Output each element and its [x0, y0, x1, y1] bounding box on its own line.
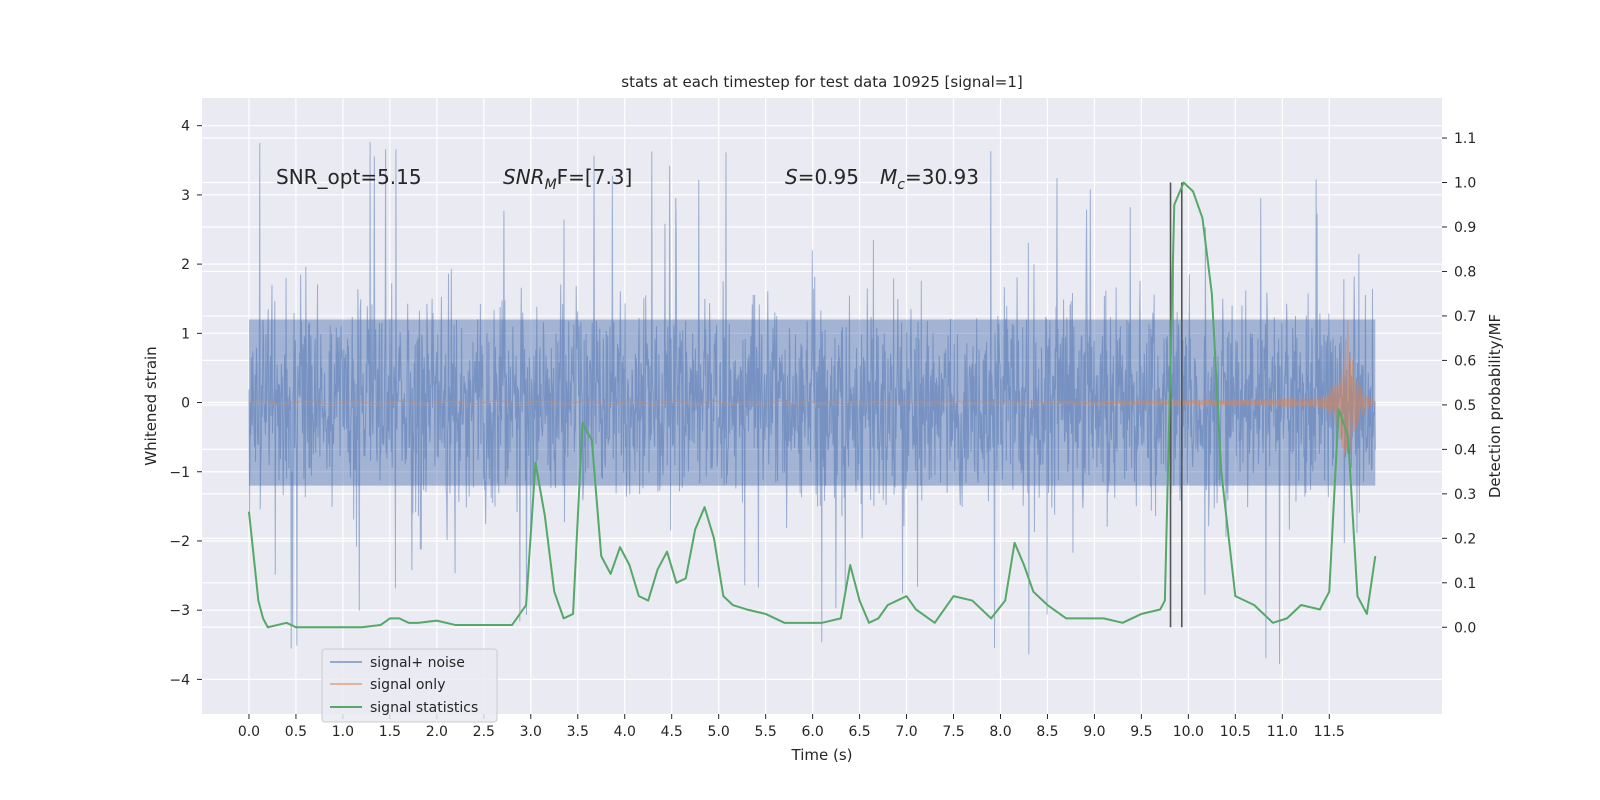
- mc-annotation: Mc=30.93: [880, 165, 979, 193]
- x-tick-label: 11.0: [1267, 724, 1298, 740]
- x-tick-label: 10.0: [1173, 724, 1204, 740]
- x-tick-label: 4.0: [614, 724, 636, 740]
- legend-box: [321, 648, 498, 723]
- x-tick-label: 3.0: [520, 724, 542, 740]
- x-tick-label: 7.5: [942, 724, 964, 740]
- y-left-tick-label: −4: [169, 672, 190, 688]
- y-right-tick-label: 0.4: [1454, 442, 1476, 458]
- s-symbol: S: [785, 165, 798, 189]
- y-left-tick-label: −3: [169, 603, 190, 619]
- x-tick-label: 2.0: [426, 724, 448, 740]
- x-axis-label: Time (s): [791, 746, 853, 764]
- y-left-tick-label: 3: [181, 188, 190, 204]
- noise-trace: [248, 141, 1376, 664]
- snr-mf-annotation: SNRMF=[7.3]: [503, 165, 632, 193]
- x-tick-label: 1.5: [379, 724, 401, 740]
- y-right-tick-label: 0.6: [1454, 353, 1476, 369]
- legend-label-signal: signal only: [370, 677, 445, 693]
- mc-value: =30.93: [905, 165, 979, 189]
- snr-mf-rest: F=[7.3]: [557, 165, 633, 189]
- y-right-tick-label: 0.3: [1454, 487, 1476, 503]
- snr-mf-main: SNR: [503, 165, 545, 189]
- legend-label-noise: signal+ noise: [370, 655, 465, 671]
- y-right-tick-labels: 1.1 1.0 0.9 0.8 0.7 0.6 0.5 0.4 0.3 0.2 0.1 0.0: [1442, 131, 1476, 636]
- y-left-tick-label: 2: [181, 257, 190, 273]
- s-value: =0.95: [798, 165, 859, 189]
- statistics-trace: [247, 181, 1377, 629]
- x-tick-label: 1.0: [332, 724, 354, 740]
- mc-symbol: M: [880, 165, 897, 189]
- x-tick-label: 0.5: [285, 724, 307, 740]
- s-annotation: S=0.95: [785, 165, 859, 189]
- y-axis-label-right: Detection probability/MF: [1486, 314, 1504, 498]
- y-right-tick-label: 0.9: [1454, 220, 1476, 236]
- x-tick-label: 11.5: [1314, 724, 1345, 740]
- chart-title: stats at each timestep for test data 109…: [621, 73, 1022, 91]
- y-right-tick-label: 1.0: [1454, 176, 1476, 192]
- y-axis-label-left: Whitened strain: [142, 346, 160, 465]
- y-left-tick-label: 4: [181, 119, 190, 135]
- x-tick-label: 6.5: [848, 724, 870, 740]
- y-right-tick-label: 1.1: [1454, 131, 1476, 147]
- y-right-tick-label: 0.0: [1454, 620, 1476, 636]
- y-left-tick-label: −1: [169, 465, 190, 481]
- y-left-tick-label: −2: [169, 534, 190, 550]
- x-tick-label: 5.0: [708, 724, 730, 740]
- x-tick-label: 7.0: [895, 724, 917, 740]
- mc-sub: c: [897, 177, 905, 193]
- x-tick-label: 6.0: [801, 724, 823, 740]
- x-tick-labels: 0.0 0.5 1.0 1.5 2.0 2.5 3.0 3.5 4.0 4.5 5.0 5.5 6.0 6…: [238, 714, 1345, 740]
- signal-trace: [248, 320, 1376, 463]
- x-tick-label: 4.5: [661, 724, 683, 740]
- x-tick-label: 3.5: [567, 724, 589, 740]
- x-tick-label: 0.0: [238, 724, 260, 740]
- y-left-tick-labels: 4 3 2 1 0 −1 −2 −3 −4: [169, 119, 202, 688]
- y-right-tick-label: 0.8: [1454, 264, 1476, 280]
- legend: signal+ noise signal only signal statist…: [321, 648, 498, 723]
- snr-opt-annotation: SNR_opt=5.15: [276, 165, 422, 189]
- signal-statistics-series: [247, 181, 1377, 629]
- y-left-tick-label: 1: [181, 326, 190, 342]
- x-tick-label: 10.5: [1220, 724, 1251, 740]
- y-right-tick-label: 0.5: [1454, 398, 1476, 414]
- snr-mf-sub: M: [545, 177, 557, 193]
- y-right-tick-label: 0.2: [1454, 531, 1476, 547]
- y-right-tick-label: 0.1: [1454, 576, 1476, 592]
- legend-label-stats: signal statistics: [370, 700, 478, 716]
- x-tick-label: 9.5: [1130, 724, 1152, 740]
- x-tick-label: 5.5: [755, 724, 777, 740]
- y-left-tick-label: 0: [181, 396, 190, 412]
- signal-only-series: [248, 320, 1376, 463]
- x-tick-label: 2.5: [473, 724, 495, 740]
- x-tick-label: 9.0: [1083, 724, 1105, 740]
- x-tick-label: 8.5: [1036, 724, 1058, 740]
- x-tick-label: 8.0: [989, 724, 1011, 740]
- y-right-tick-label: 0.7: [1454, 309, 1476, 325]
